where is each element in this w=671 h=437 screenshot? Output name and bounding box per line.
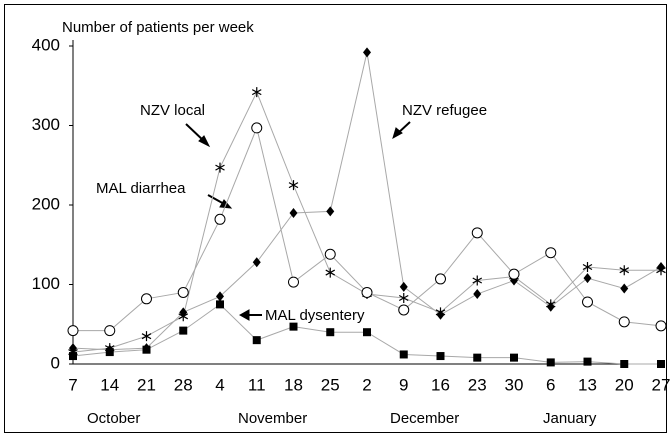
circle-marker (177, 286, 189, 298)
series-line (72, 52, 662, 351)
diamond-marker (583, 273, 592, 284)
y-tick-label: 100 (32, 274, 60, 293)
month-label: November (238, 410, 307, 427)
x-tick-label: 16 (431, 375, 450, 394)
x-tick-label: 14 (100, 375, 119, 394)
x-tick-label: 27 (652, 375, 671, 394)
diamond-marker (363, 47, 371, 58)
star-marker (251, 87, 262, 98)
circle-marker (141, 293, 152, 305)
y-tick-label: 400 (32, 35, 60, 54)
square-marker (436, 352, 445, 361)
series-line (73, 126, 662, 332)
x-tick-label: 25 (321, 375, 340, 394)
circle-marker (324, 248, 336, 260)
circle-marker (471, 227, 483, 239)
x-tick-label: 4 (215, 375, 224, 394)
square-marker (546, 358, 555, 367)
circle-marker (288, 276, 299, 288)
circle-marker (508, 268, 520, 280)
square-marker (179, 326, 188, 335)
star-marker (215, 162, 225, 173)
x-tick-label: 21 (137, 375, 156, 394)
diamond-marker (216, 291, 224, 302)
y-tick-label: 300 (32, 115, 60, 134)
star-marker (472, 275, 483, 286)
square-marker (473, 353, 482, 362)
diamond-marker (326, 206, 335, 217)
month-label: January (543, 410, 597, 427)
x-tick-label: 28 (174, 375, 193, 394)
diamond-marker (473, 289, 482, 300)
annotation: NZV refugee (402, 102, 487, 119)
square-marker (252, 336, 261, 345)
annotation: MAL diarrhea (96, 180, 186, 197)
circle-marker (618, 316, 630, 328)
diamond-marker (69, 343, 77, 354)
x-tick-label: 18 (284, 375, 303, 394)
diamond-marker (620, 283, 629, 294)
square-marker (510, 353, 518, 362)
diamond-marker (179, 307, 188, 318)
star-marker (141, 331, 152, 342)
x-tick-label: 30 (505, 375, 524, 394)
circle-marker (361, 286, 373, 298)
square-marker (363, 328, 371, 337)
chart-title: Number of patients per week (62, 19, 254, 36)
y-tick-label: 0 (51, 353, 60, 372)
circle-marker (398, 304, 410, 316)
circle-marker (214, 213, 226, 225)
star-marker (619, 265, 630, 276)
square-marker (326, 328, 335, 337)
square-marker (620, 360, 629, 368)
series-line (72, 90, 661, 353)
square-marker (69, 352, 77, 361)
x-tick-label: 20 (615, 375, 634, 394)
x-tick-label: 9 (399, 375, 408, 394)
x-tick-label: 2 (362, 375, 371, 394)
y-tick-label: 200 (32, 194, 60, 213)
x-tick-label: 13 (578, 375, 597, 394)
square-marker (583, 357, 592, 366)
star-marker (325, 267, 336, 278)
x-tick-label: 6 (546, 375, 555, 394)
square-marker (142, 345, 151, 354)
annotation: NZV local (140, 102, 205, 119)
star-marker (582, 262, 593, 273)
diamond-marker (399, 281, 408, 292)
diamond-marker (289, 207, 298, 218)
x-tick-label: 23 (468, 375, 487, 394)
diamond-marker (436, 309, 445, 320)
square-marker (657, 360, 665, 368)
diamond-marker (252, 257, 261, 268)
circle-marker (545, 247, 557, 259)
circle-marker (655, 320, 667, 332)
circle-marker (582, 296, 593, 308)
star-marker (288, 180, 299, 191)
x-tick-label: 11 (248, 375, 266, 394)
annotation: MAL dysentery (265, 307, 365, 324)
circle-marker (104, 325, 116, 337)
circle-marker (435, 273, 446, 285)
square-marker (399, 350, 408, 359)
square-marker (105, 348, 114, 357)
square-marker (216, 300, 224, 309)
circle-marker (251, 122, 263, 134)
diamond-marker (657, 262, 665, 273)
x-tick-label: 7 (68, 375, 77, 394)
arrows (185, 121, 411, 321)
circle-marker (67, 325, 79, 337)
month-label: October (87, 410, 140, 427)
diamond-marker (546, 301, 555, 312)
frame (4, 4, 667, 433)
month-label: December (390, 410, 459, 427)
star-marker (398, 293, 409, 304)
square-marker (289, 322, 298, 331)
